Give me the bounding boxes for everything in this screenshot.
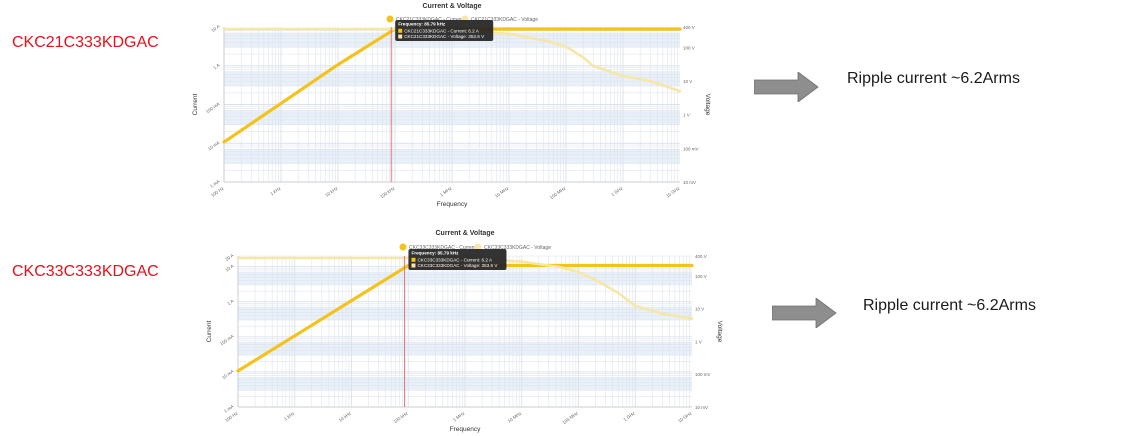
y2-axis-label: Voltage <box>704 94 711 116</box>
y2-tick-label: 1 V <box>695 339 702 344</box>
current-series-line <box>236 263 694 373</box>
y2-tick-label: 400 V <box>695 254 707 259</box>
chart-current-voltage-top: Current & Voltage CKC21C333KDGAC - Curren… <box>192 3 711 208</box>
tooltip-box <box>395 20 494 41</box>
x-axis-label: Frequency <box>437 201 468 208</box>
y2-tick-label: 100 mV <box>695 372 711 377</box>
legend-current-marker <box>399 243 407 251</box>
legend: CKC33C333KDGAC - Current CKC33C333KDGAC -… <box>399 243 551 251</box>
chart-title: Current & Voltage <box>436 230 495 237</box>
tooltip-current: CKC21C333KDGAC - Current: 6.2 A <box>404 29 479 34</box>
legend-current-label: CKC33C333KDGAC - Current <box>409 245 477 251</box>
x-tick-label: 10 MHz <box>507 410 523 423</box>
y-tick-label: 1 A <box>226 298 234 306</box>
legend-voltage-label: CKC33C333KDGAC - Voltage <box>484 245 551 251</box>
y2-tick-label: 10 V <box>683 79 692 84</box>
y2-tick-label: 100 V <box>683 45 695 50</box>
y-tick-label: 100 mA <box>219 334 235 347</box>
tooltip-frequency: Frequency: 85.79 kHz <box>398 22 446 27</box>
y-tick-label: 10 A <box>224 263 234 272</box>
x-tick-label: 1 kHz <box>269 185 282 196</box>
tooltip-current-swatch <box>411 257 416 262</box>
y-tick-label: 1 mA <box>209 179 220 189</box>
y2-tick-label: 1 V <box>683 113 690 118</box>
y-tick-label: 20 A <box>224 253 234 262</box>
x-tick-label: 100 kHz <box>392 410 409 424</box>
x-tick-label: 100 MHz <box>549 185 567 200</box>
x-tick-label: 10 GHz <box>677 410 693 423</box>
tooltip-box <box>408 249 507 270</box>
y2-axis-label: Voltage <box>716 321 723 343</box>
current-series-line <box>222 27 682 144</box>
y-tick-label: 1 mA <box>223 404 234 414</box>
x-tick-label: 1 MHz <box>439 185 453 197</box>
x-tick-label: 10 MHz <box>494 185 510 198</box>
y-tick-label: 10 A <box>210 24 220 33</box>
tooltip-frequency: Frequency: 85.79 kHz <box>411 251 459 256</box>
x-axis-label: Frequency <box>450 426 481 433</box>
part-label-top: CKC21C333KDGAC <box>12 34 159 51</box>
y2-tick-label: 100 V <box>695 274 707 279</box>
tooltip-voltage-swatch <box>411 263 416 268</box>
x-tick-label: 1 MHz <box>452 410 466 422</box>
y-axis-label: Current <box>192 93 199 115</box>
y-tick-label: 10 mA <box>207 140 221 152</box>
plot-area <box>223 27 680 183</box>
tooltip-current: CKC33C333KDGAC - Current: 6.2 A <box>417 258 492 263</box>
ripple-label-bottom: Ripple current ~6.2Arms <box>863 297 1036 314</box>
legend-voltage-marker <box>474 243 482 251</box>
right-arrow-icon <box>754 72 819 102</box>
y2-tick-label: 400 V <box>683 25 695 30</box>
chart-current-voltage-bottom: Current & Voltage CKC33C333KDGAC - Curren… <box>206 230 723 433</box>
x-tick-label: 10 kHz <box>324 185 339 198</box>
hover-tooltip: Frequency: 85.79 kHz CKC21C333KDGAC - Cur… <box>395 20 494 41</box>
x-tick-label: 100 kHz <box>379 185 396 199</box>
x-tick-label: 10 GHz <box>665 185 681 198</box>
tooltip-current-swatch <box>398 28 403 33</box>
plot-area <box>237 255 692 408</box>
tooltip-voltage-swatch <box>398 34 403 39</box>
x-tick-label: 1 GHz <box>610 185 624 197</box>
x-tick-label: 10 kHz <box>338 410 353 423</box>
tooltip-voltage: CKC33C333KDGAC - Voltage: 353.6 V <box>417 263 498 268</box>
y2-tick-label: 10 mV <box>683 180 696 185</box>
chart-title: Current & Voltage <box>423 3 482 10</box>
x-tick-label: 1 kHz <box>283 410 296 421</box>
x-tick-label: 100 MHz <box>561 410 579 425</box>
y-tick-label: 1 A <box>212 62 220 70</box>
y2-tick-label: 10 V <box>695 307 704 312</box>
ripple-label-top: Ripple current ~6.2Arms <box>847 70 1020 87</box>
y2-tick-label: 10 mV <box>695 405 708 410</box>
legend-voltage-label: CKC21C333KDGAC - Voltage <box>471 17 538 23</box>
legend-current-marker <box>386 15 394 23</box>
hover-tooltip: Frequency: 85.79 kHz CKC33C333KDGAC - Cur… <box>408 249 507 270</box>
x-tick-label: 1 GHz <box>622 410 636 422</box>
y-tick-label: 100 mA <box>205 101 221 114</box>
tooltip-voltage: CKC21C333KDGAC - Voltage: 353.6 V <box>404 34 485 39</box>
y-axis-label: Current <box>206 320 213 342</box>
y2-tick-label: 100 mV <box>683 146 699 151</box>
part-label-bottom: CKC33C333KDGAC <box>12 263 159 280</box>
y-tick-label: 10 mA <box>221 369 235 381</box>
right-arrow-icon <box>772 298 837 328</box>
